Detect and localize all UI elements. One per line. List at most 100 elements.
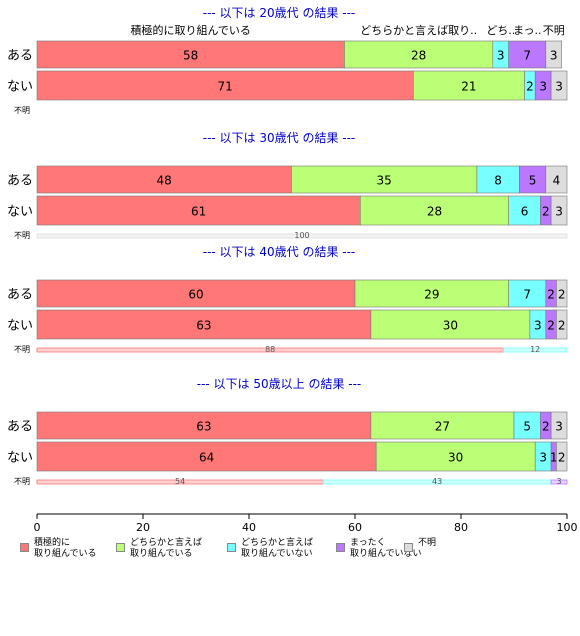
bar-segment-c2 — [412, 70, 525, 101]
bar-segment-c2 — [354, 279, 509, 308]
legend-swatch — [20, 543, 29, 552]
unknown-row-label: 不明 — [14, 345, 30, 354]
row-label: ない — [7, 451, 33, 466]
unknown-data-label: 100 — [294, 231, 309, 240]
data-label: 58 — [183, 49, 198, 63]
panels-layer: --- 以下は 20歳代 の結果 --- 積極的に取り組んでいる どちらかと言えば取… — [7, 6, 568, 486]
bar-segment-c1 — [36, 279, 356, 308]
unknown-data-label: 12 — [530, 345, 540, 354]
data-label: 35 — [377, 174, 392, 188]
legend-label: どちらかと言えば 取り組んでいる — [130, 538, 203, 559]
header-label: 積極的に取り組んでいる — [130, 23, 250, 37]
header-label: 不明 — [543, 24, 565, 37]
x-tick-label: 60 — [348, 521, 362, 534]
panel-title: --- 以下は 50歳以上 の結果 --- — [197, 377, 362, 391]
unknown-segment-c4 — [550, 479, 568, 485]
legend-label: まったく 取り組んでいない — [350, 538, 422, 559]
x-tick-label: 100 — [557, 521, 578, 534]
unknown-row-label: 不明 — [14, 477, 30, 486]
data-label: 3 — [539, 451, 547, 465]
data-label: 29 — [424, 288, 439, 302]
data-label: 28 — [427, 205, 442, 219]
panel-4: --- 以下は 50歳以上 の結果 ---ある 63 27 5 2 3ない 64 30 3 1 2不… — [7, 377, 568, 486]
row-label: ある — [7, 420, 33, 435]
bar-segment-c5 — [550, 195, 568, 226]
data-label: 71 — [218, 80, 233, 94]
bar-segment-c2 — [291, 165, 478, 194]
panel-title: --- 以下は 20歳代 の結果 --- — [203, 6, 356, 20]
data-label: 3 — [555, 80, 563, 94]
legend-label: どちらかと言えば 取り組んでいない — [241, 538, 314, 559]
data-label: 2 — [526, 80, 534, 94]
data-label: 2 — [558, 288, 566, 302]
header-label: まっ.. — [513, 24, 542, 37]
bar-segment-c1 — [36, 441, 377, 472]
bar-segment-c1 — [36, 70, 414, 101]
bar-segment-c3 — [508, 279, 547, 308]
data-label: 30 — [443, 319, 458, 333]
data-label: 4 — [553, 174, 561, 188]
legend-swatch — [227, 543, 236, 552]
bar-segment-c5 — [556, 279, 568, 308]
data-label: 21 — [461, 80, 476, 94]
unknown-data-label: 43 — [432, 477, 442, 486]
bar-segment-c5 — [556, 309, 568, 340]
row-label: ない — [7, 319, 33, 334]
data-label: 3 — [550, 49, 558, 63]
unknown-data-label: 3 — [557, 477, 562, 486]
unknown-row-label: 不明 — [14, 231, 30, 240]
row-label: ある — [7, 288, 33, 303]
x-tick-label: 20 — [136, 521, 150, 534]
data-label: 30 — [448, 451, 463, 465]
unknown-data-label: 88 — [265, 345, 275, 354]
x-tick-label: 0 — [34, 521, 41, 534]
row-label: ある — [7, 174, 33, 189]
row-label: ない — [7, 80, 33, 95]
panel-title: --- 以下は 40歳代 の結果 --- — [203, 245, 356, 259]
bar-segment-c3 — [513, 411, 541, 440]
bar-segment-c5 — [556, 441, 568, 472]
data-label: 7 — [523, 49, 531, 63]
data-label: 64 — [199, 451, 214, 465]
row-label: ある — [7, 49, 33, 64]
data-label: 63 — [196, 319, 211, 333]
header-label: どちらかと言えば取り.. — [360, 24, 477, 37]
bar-segment-c2 — [344, 40, 494, 69]
unknown-segment-c3 — [502, 347, 568, 353]
x-tick-label: 40 — [242, 521, 256, 534]
bar-segment-c3 — [476, 165, 520, 194]
data-label: 60 — [188, 288, 203, 302]
row-label: ない — [7, 205, 33, 220]
legend-swatch — [404, 543, 413, 552]
data-label: 3 — [539, 80, 547, 94]
bar-segment-c1 — [36, 411, 372, 440]
data-label: 3 — [497, 49, 505, 63]
bar-segment-c5 — [545, 165, 568, 194]
header-label: どち.. — [486, 24, 515, 37]
data-label: 5 — [523, 420, 531, 434]
x-tick-label: 80 — [454, 521, 468, 534]
data-label: 2 — [547, 319, 555, 333]
x-axis: 0 20 40 60 80 100 — [34, 513, 578, 534]
legend-label: 積極的に 取り組んでいる — [34, 538, 97, 559]
bar-segment-c5 — [545, 40, 562, 69]
unknown-segment-c5 — [36, 233, 568, 239]
data-label: 28 — [411, 49, 426, 63]
data-label: 48 — [157, 174, 172, 188]
data-label: 8 — [494, 174, 502, 188]
legend-label: 不明 — [418, 538, 437, 548]
unknown-data-label: 54 — [175, 477, 185, 486]
data-label: 61 — [191, 205, 206, 219]
data-label: 2 — [547, 288, 555, 302]
panel-title: --- 以下は 30歳代 の結果 --- — [203, 131, 356, 145]
bar-segment-c5 — [550, 411, 568, 440]
panel-1: --- 以下は 20歳代 の結果 --- 積極的に取り組んでいる どちらかと言えば取… — [7, 6, 568, 115]
data-label: 7 — [523, 288, 531, 302]
data-label: 2 — [542, 205, 550, 219]
unknown-row-label: 不明 — [14, 106, 30, 115]
data-label: 27 — [435, 420, 450, 434]
data-label: 2 — [542, 420, 550, 434]
data-label: 3 — [555, 205, 563, 219]
data-label: 2 — [558, 319, 566, 333]
